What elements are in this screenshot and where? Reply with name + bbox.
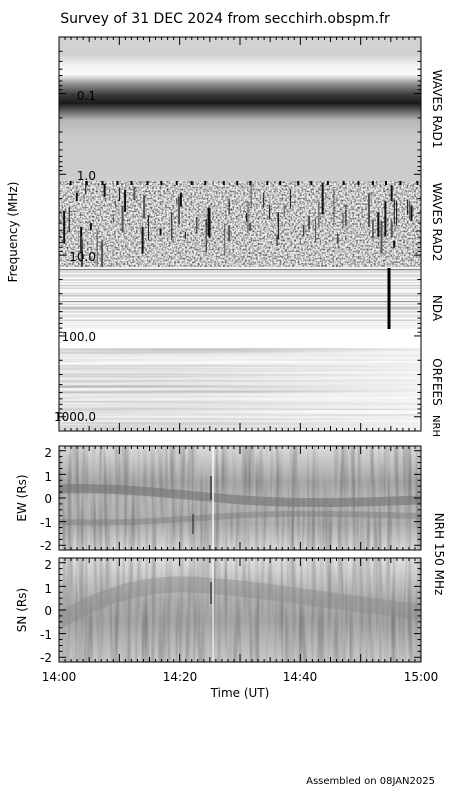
burst-mark — [371, 181, 374, 185]
burst-mark — [130, 181, 133, 185]
sn-ytick-label: -2 — [40, 651, 52, 665]
burst-mark — [175, 181, 178, 185]
ytick-label: 0.1 — [77, 89, 96, 103]
burst-mark — [236, 181, 239, 185]
ew-ytick-label: 2 — [44, 446, 52, 460]
ew-image — [59, 446, 421, 550]
spectrum-ticks — [58, 36, 422, 431]
burst-mark — [101, 181, 104, 185]
burst-mark — [416, 181, 419, 185]
nrh-label: NRH 150 MHz — [432, 513, 446, 596]
spectrum-image — [59, 37, 421, 431]
ytick-label: 100.0 — [62, 330, 96, 344]
burst-mark — [297, 181, 300, 185]
burst-mark — [385, 181, 388, 185]
sn-ytick-label: 1 — [44, 582, 52, 596]
figure-title: Survey of 31 DEC 2024 from secchirh.obsp… — [60, 11, 390, 27]
x-axis-label: Time (UT) — [210, 686, 270, 700]
ew-ytick-label: -1 — [40, 516, 52, 530]
burst-mark — [357, 181, 360, 185]
ytick-label: 10.0 — [69, 250, 96, 264]
burst-mark — [279, 181, 282, 185]
ew-ytick-label: -2 — [40, 539, 52, 553]
ew-ticks — [58, 446, 422, 550]
burst-mark — [69, 181, 72, 185]
burst-mark — [85, 181, 88, 185]
burst-mark — [399, 181, 402, 185]
ew-axis-label: EW (Rs) — [15, 474, 29, 521]
burst-mark — [342, 181, 345, 185]
burst-mark — [310, 181, 313, 185]
burst-mark — [326, 181, 329, 185]
ytick-label: 1000.0 — [54, 410, 96, 424]
sn-axis-label: SN (Rs) — [15, 588, 29, 632]
burst-mark — [266, 181, 269, 185]
burst-mark — [249, 181, 252, 185]
ew-ytick-label: 1 — [44, 470, 52, 484]
burst-mark — [116, 181, 119, 185]
instrument-label: WAVES RAD2 — [430, 183, 444, 262]
burst-mark — [160, 181, 163, 185]
sn-ytick-label: 2 — [44, 558, 52, 572]
instrument-label: WAVES RAD1 — [430, 70, 444, 149]
sn-ticks — [58, 558, 422, 662]
nda-lines — [59, 267, 421, 330]
burst-mark — [222, 181, 225, 185]
instrument-label: ORFEES — [430, 358, 444, 405]
instrument-label: NRH — [430, 415, 441, 437]
nda-band — [59, 267, 421, 329]
sn-ytick-label: 0 — [44, 604, 52, 618]
burst-mark — [204, 181, 207, 185]
xtick-label: 14:20 — [163, 670, 198, 684]
rad1-band — [59, 37, 421, 181]
rad2-noise — [59, 181, 421, 267]
gap-band — [59, 329, 421, 348]
sn-ytick-label: -1 — [40, 628, 52, 642]
xtick-label: 15:00 — [404, 670, 439, 684]
burst-mark — [146, 181, 149, 185]
rad2-burst-lines — [63, 181, 419, 267]
ew-ytick-label: 0 — [44, 492, 52, 506]
instrument-label: NDA — [430, 295, 444, 322]
ytick-label: 1.0 — [77, 169, 96, 183]
y-axis-label: Frequency (MHz) — [6, 182, 20, 283]
sn-image — [59, 558, 421, 662]
assembled-note: Assembled on 08JAN2025 — [306, 776, 435, 787]
xtick-label: 14:40 — [283, 670, 318, 684]
xtick-label: 14:00 — [42, 670, 77, 684]
burst-mark — [190, 181, 193, 185]
